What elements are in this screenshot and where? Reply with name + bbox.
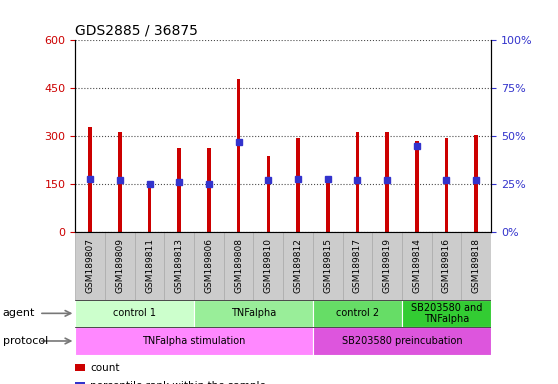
Bar	[283, 232, 313, 300]
Text: GSM189812: GSM189812	[294, 238, 302, 293]
Bar	[313, 232, 343, 300]
Bar	[75, 382, 85, 384]
Bar	[474, 135, 478, 232]
Bar	[326, 176, 330, 232]
Bar	[194, 300, 313, 327]
Bar	[386, 131, 389, 232]
Bar	[415, 141, 418, 232]
Bar	[313, 300, 402, 327]
Bar	[134, 232, 165, 300]
Text: GSM189810: GSM189810	[264, 238, 273, 293]
Text: GSM189813: GSM189813	[175, 238, 184, 293]
Bar	[432, 232, 461, 300]
Bar	[75, 327, 313, 355]
Bar	[372, 232, 402, 300]
Bar	[296, 138, 300, 232]
Text: SB203580 preincubation: SB203580 preincubation	[341, 336, 462, 346]
Bar	[343, 232, 372, 300]
Bar	[224, 232, 253, 300]
Text: GSM189817: GSM189817	[353, 238, 362, 293]
Text: agent: agent	[3, 308, 35, 318]
Text: percentile rank within the sample: percentile rank within the sample	[90, 381, 266, 384]
Bar	[105, 232, 134, 300]
Bar	[445, 138, 448, 232]
Text: SB203580 and
TNFalpha: SB203580 and TNFalpha	[411, 303, 482, 324]
Text: GSM189819: GSM189819	[383, 238, 392, 293]
Text: GSM189806: GSM189806	[204, 238, 214, 293]
Bar	[118, 131, 122, 232]
Bar	[267, 156, 270, 232]
Bar	[402, 232, 432, 300]
Text: GDS2885 / 36875: GDS2885 / 36875	[75, 24, 198, 38]
Text: GSM189816: GSM189816	[442, 238, 451, 293]
Bar	[165, 232, 194, 300]
Bar	[207, 147, 211, 232]
Text: control 2: control 2	[336, 308, 379, 318]
Bar	[75, 300, 194, 327]
Text: count: count	[90, 363, 120, 373]
Text: GSM189809: GSM189809	[116, 238, 124, 293]
Bar	[148, 183, 151, 232]
Bar	[75, 364, 85, 371]
Bar	[237, 79, 240, 232]
Bar	[177, 147, 181, 232]
Text: TNFalpha: TNFalpha	[231, 308, 276, 318]
Text: GSM189818: GSM189818	[472, 238, 480, 293]
Text: GSM189814: GSM189814	[412, 238, 421, 293]
Text: GSM189808: GSM189808	[234, 238, 243, 293]
Text: GSM189811: GSM189811	[145, 238, 154, 293]
Bar	[253, 232, 283, 300]
Text: GSM189807: GSM189807	[86, 238, 95, 293]
Text: TNFalpha stimulation: TNFalpha stimulation	[142, 336, 246, 346]
Bar	[75, 232, 105, 300]
Bar	[88, 127, 92, 232]
Bar	[355, 131, 359, 232]
Bar	[313, 327, 491, 355]
Text: GSM189815: GSM189815	[323, 238, 332, 293]
Text: control 1: control 1	[113, 308, 156, 318]
Text: protocol: protocol	[3, 336, 48, 346]
Bar	[461, 232, 491, 300]
Bar	[402, 300, 491, 327]
Bar	[194, 232, 224, 300]
